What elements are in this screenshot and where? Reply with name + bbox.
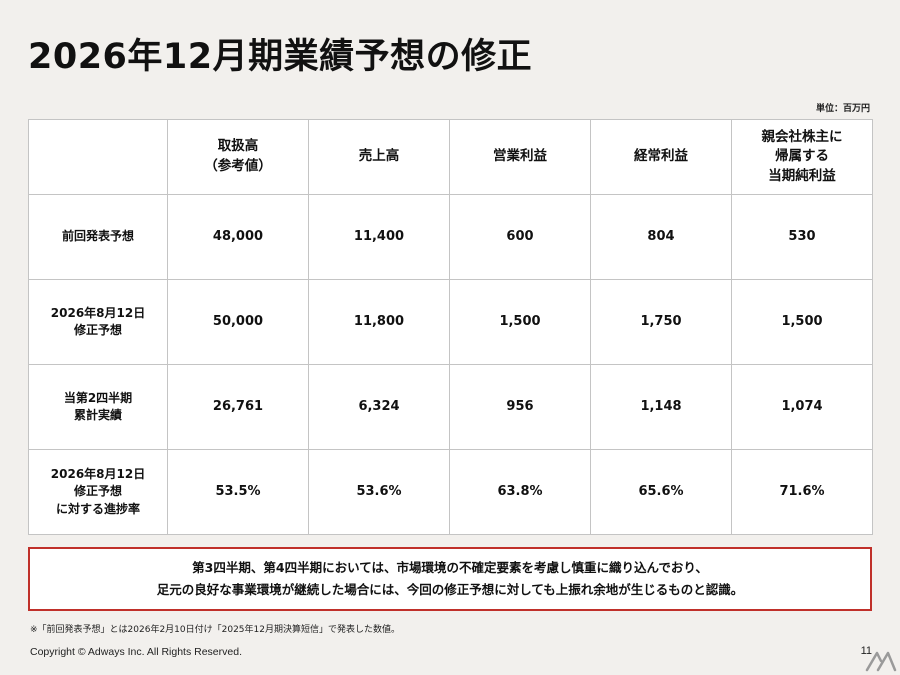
table-cell: 26,761 (167, 364, 309, 450)
table-header-row: 取扱高 （参考値） 売上高 営業利益 経常利益 親会社株主に 帰属する 当期純利… (28, 119, 873, 195)
page-number: 11 (860, 645, 872, 657)
table-cell: 804 (590, 194, 732, 280)
row-label: 当第2四半期 累計実績 (28, 364, 168, 450)
table-cell: 530 (731, 194, 873, 280)
table-row: 2026年8月12日 修正予想 50,000 11,800 1,500 1,75… (28, 279, 873, 365)
note-line-1: 第3四半期、第4四半期においては、市場環境の不確定要素を考慮し慎重に織り込んでお… (192, 560, 708, 576)
row-label: 前回発表予想 (28, 194, 168, 280)
table-cell: 1,750 (590, 279, 732, 365)
table-row: 2026年8月12日 修正予想 に対する進捗率 53.5% 53.6% 63.8… (28, 449, 873, 535)
table-cell: 1,148 (590, 364, 732, 450)
brand-logo-icon (865, 651, 897, 672)
table-cell: 956 (449, 364, 591, 450)
table-cell: 53.6% (308, 449, 450, 535)
header-empty-cell (28, 119, 168, 195)
table-cell: 63.8% (449, 449, 591, 535)
table-cell: 6,324 (308, 364, 450, 450)
header-transaction-volume: 取扱高 （参考値） (167, 119, 309, 195)
row-label: 2026年8月12日 修正予想 (28, 279, 168, 365)
note-line-2: 足元の良好な事業環境が継続した場合には、今回の修正予想に対しても上振れ余地が生じ… (156, 582, 744, 597)
table-cell: 1,500 (449, 279, 591, 365)
table-cell: 11,400 (308, 194, 450, 280)
table-cell: 50,000 (167, 279, 309, 365)
table-cell: 600 (449, 194, 591, 280)
header-net-sales: 売上高 (308, 119, 450, 195)
row-label: 2026年8月12日 修正予想 に対する進捗率 (28, 449, 168, 535)
table-cell: 71.6% (731, 449, 873, 535)
table-cell: 48,000 (167, 194, 309, 280)
table-cell: 65.6% (590, 449, 732, 535)
header-net-income: 親会社株主に 帰属する 当期純利益 (731, 119, 873, 195)
outlook-note-box: 第3四半期、第4四半期においては、市場環境の不確定要素を考慮し慎重に織り込んでお… (28, 547, 872, 611)
forecast-table: 取扱高 （参考値） 売上高 営業利益 経常利益 親会社株主に 帰属する 当期純利… (28, 119, 873, 535)
table-cell: 53.5% (167, 449, 309, 535)
table-row: 当第2四半期 累計実績 26,761 6,324 956 1,148 1,074 (28, 364, 873, 450)
header-ordinary-income: 経常利益 (590, 119, 732, 195)
header-operating-income: 営業利益 (449, 119, 591, 195)
unit-label: 単位：百万円 (815, 104, 870, 114)
table-cell: 1,500 (731, 279, 873, 365)
table-cell: 11,800 (308, 279, 450, 365)
page-title: 2026年12月期業績予想の修正 (28, 37, 533, 77)
copyright: Copyright © Adways Inc. All Rights Reser… (30, 646, 242, 658)
footnote: ※「前回発表予想」とは2026年2月10日付け「2025年12月期決算短信」で発… (30, 625, 400, 635)
table-cell: 1,074 (731, 364, 873, 450)
table-row: 前回発表予想 48,000 11,400 600 804 530 (28, 194, 873, 280)
